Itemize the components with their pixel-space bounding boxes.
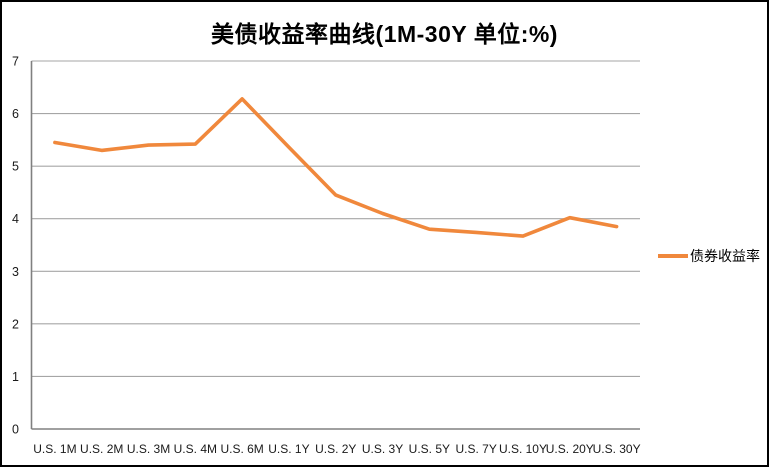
y-tick-label: 4 [12, 212, 19, 226]
x-tick-label: U.S. 2Y [315, 442, 356, 456]
x-tick-label: U.S. 1M [33, 442, 76, 456]
x-tick-label: U.S. 3Y [362, 442, 403, 456]
y-tick-label: 6 [12, 107, 19, 121]
legend-line-marker [658, 254, 688, 258]
x-tick-label: U.S. 30Y [593, 442, 641, 456]
x-tick-label: U.S. 4M [174, 442, 217, 456]
x-tick-label: U.S. 5Y [409, 442, 450, 456]
y-tick-label: 2 [12, 317, 19, 331]
y-tick-label: 5 [12, 160, 19, 174]
y-tick-label: 7 [12, 55, 19, 69]
yield-curve-line [53, 97, 619, 238]
legend: 债券收益率 [658, 246, 760, 266]
x-tick-label: U.S. 20Y [546, 442, 594, 456]
chart-title: 美债收益率曲线(1M-30Y 单位:%) [211, 21, 558, 47]
y-tick-label: 0 [12, 423, 19, 437]
x-tick-label: U.S. 3M [127, 442, 170, 456]
y-tick-label: 1 [12, 370, 19, 384]
legend-series-label: 债券收益率 [690, 248, 760, 264]
x-tick-label: U.S. 2M [80, 442, 123, 456]
y-tick-label: 3 [12, 265, 19, 279]
x-tick-label: U.S. 10Y [499, 442, 547, 456]
x-tick-label: U.S. 6M [220, 442, 263, 456]
x-tick-label: U.S. 1Y [268, 442, 309, 456]
x-tick-label: U.S. 7Y [455, 442, 496, 456]
